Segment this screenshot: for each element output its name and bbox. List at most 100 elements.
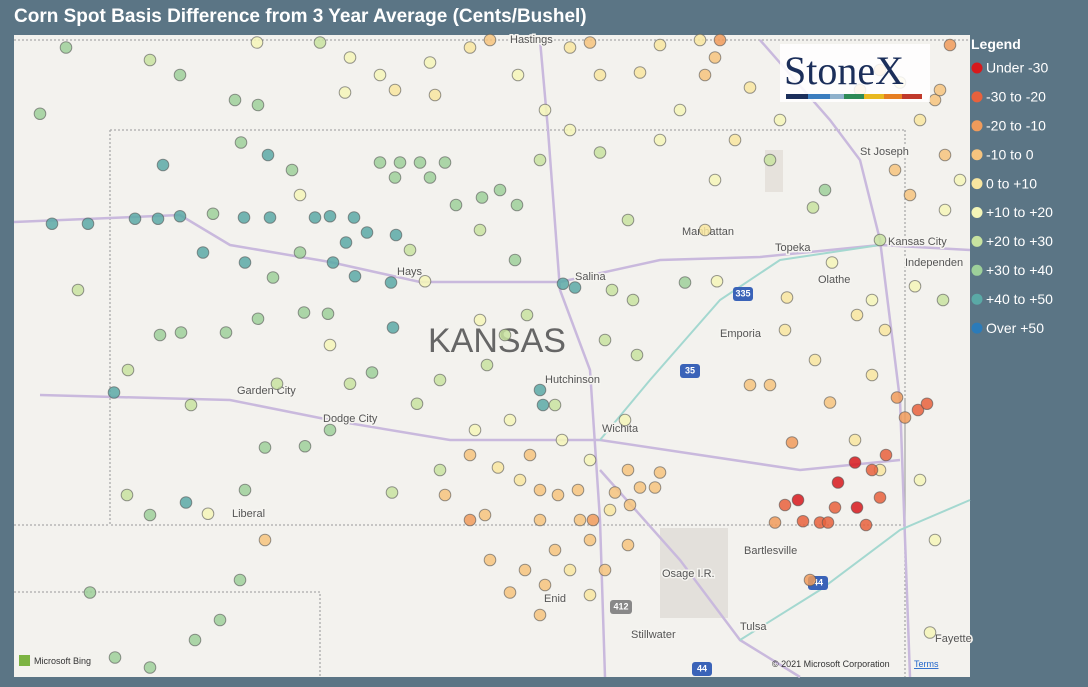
site-point xyxy=(293,188,307,202)
place-label: Topeka xyxy=(775,242,811,254)
site-point xyxy=(898,411,912,424)
site-point xyxy=(347,211,361,224)
site-point xyxy=(468,423,482,437)
site-point xyxy=(621,538,635,552)
place-label: Tulsa xyxy=(740,621,767,633)
legend-swatch xyxy=(971,120,983,132)
site-point xyxy=(313,36,327,49)
site-point xyxy=(449,198,463,212)
highway-label: 335 xyxy=(735,288,750,298)
site-point xyxy=(623,498,637,512)
shield xyxy=(692,662,712,676)
place-label: Garden City xyxy=(237,385,296,397)
site-point xyxy=(630,348,644,362)
legend-swatch xyxy=(971,62,983,74)
site-point xyxy=(911,403,925,417)
site-point xyxy=(865,293,879,307)
highway-label: 44 xyxy=(813,577,823,587)
site-point xyxy=(523,448,537,462)
site-point xyxy=(573,513,587,527)
site-point xyxy=(518,563,532,577)
site-point xyxy=(831,476,845,489)
road xyxy=(599,469,801,679)
legend-label: -30 to -20 xyxy=(986,89,1046,105)
site-point xyxy=(326,256,340,269)
site-point xyxy=(410,397,424,411)
site-point xyxy=(778,498,792,512)
site-point xyxy=(780,291,794,304)
legend-swatch xyxy=(971,91,983,103)
site-point xyxy=(433,373,447,387)
site-point xyxy=(308,211,322,224)
site-point xyxy=(583,453,597,467)
site-point xyxy=(888,163,902,177)
site-point xyxy=(653,133,667,147)
points xyxy=(33,33,967,674)
site-point xyxy=(583,36,597,49)
site-point xyxy=(533,383,547,397)
site-point xyxy=(568,281,582,294)
shield xyxy=(680,364,700,378)
site-point xyxy=(121,363,135,377)
site-point xyxy=(791,493,805,507)
site-point xyxy=(778,323,792,337)
site-point xyxy=(653,466,667,479)
site-point xyxy=(510,198,524,212)
site-point xyxy=(196,246,210,259)
shield xyxy=(733,287,753,301)
site-point xyxy=(238,483,252,497)
place-label: Dodge City xyxy=(323,413,378,425)
site-point xyxy=(556,277,570,291)
site-point xyxy=(583,588,597,602)
legend-label: +30 to +40 xyxy=(986,262,1053,278)
place-labels: Hastings St Joseph Manhattan Topeka Kans… xyxy=(231,33,974,647)
site-point xyxy=(586,513,600,527)
site-point xyxy=(533,483,547,497)
site-point xyxy=(859,518,873,532)
map: KANSAS Hastings St Joseph Manhattan Tope… xyxy=(13,33,974,679)
legend-swatch xyxy=(971,264,983,276)
shield xyxy=(610,600,632,614)
legend-swatch xyxy=(971,293,983,305)
site-point xyxy=(928,533,942,547)
place-label: Hastings xyxy=(510,34,553,46)
place-label: Stillwater xyxy=(631,629,676,641)
highway-label: 412 xyxy=(613,601,628,611)
site-point xyxy=(463,41,477,54)
site-point xyxy=(520,308,534,322)
site-point xyxy=(913,113,927,127)
legend-swatch xyxy=(971,207,983,218)
site-point xyxy=(920,397,934,411)
site-point xyxy=(943,38,957,52)
site-point xyxy=(201,507,215,521)
site-point xyxy=(285,163,299,177)
site-point xyxy=(908,279,922,293)
site-point xyxy=(45,217,59,231)
site-point xyxy=(59,41,73,54)
place-label: Independen xyxy=(905,257,963,269)
site-point xyxy=(571,483,585,497)
site-point xyxy=(393,156,407,169)
site-point xyxy=(913,473,927,487)
site-point xyxy=(321,307,335,321)
site-point xyxy=(678,276,692,289)
place-label: Olathe xyxy=(818,274,850,286)
site-point xyxy=(83,586,97,599)
place-label: St Joseph xyxy=(860,146,909,158)
site-point xyxy=(423,171,437,184)
terms-link[interactable]: Terms xyxy=(914,659,939,669)
site-point xyxy=(933,83,947,97)
site-point xyxy=(743,81,757,94)
site-point xyxy=(428,88,442,102)
site-point xyxy=(153,328,167,342)
site-point xyxy=(323,209,337,223)
site-point xyxy=(953,173,967,187)
site-point xyxy=(418,274,432,288)
site-point xyxy=(563,41,577,54)
site-point xyxy=(258,533,272,547)
site-point xyxy=(298,439,312,453)
site-point xyxy=(593,146,607,159)
site-point xyxy=(848,456,862,469)
site-point xyxy=(533,608,547,622)
site-point xyxy=(796,514,810,528)
